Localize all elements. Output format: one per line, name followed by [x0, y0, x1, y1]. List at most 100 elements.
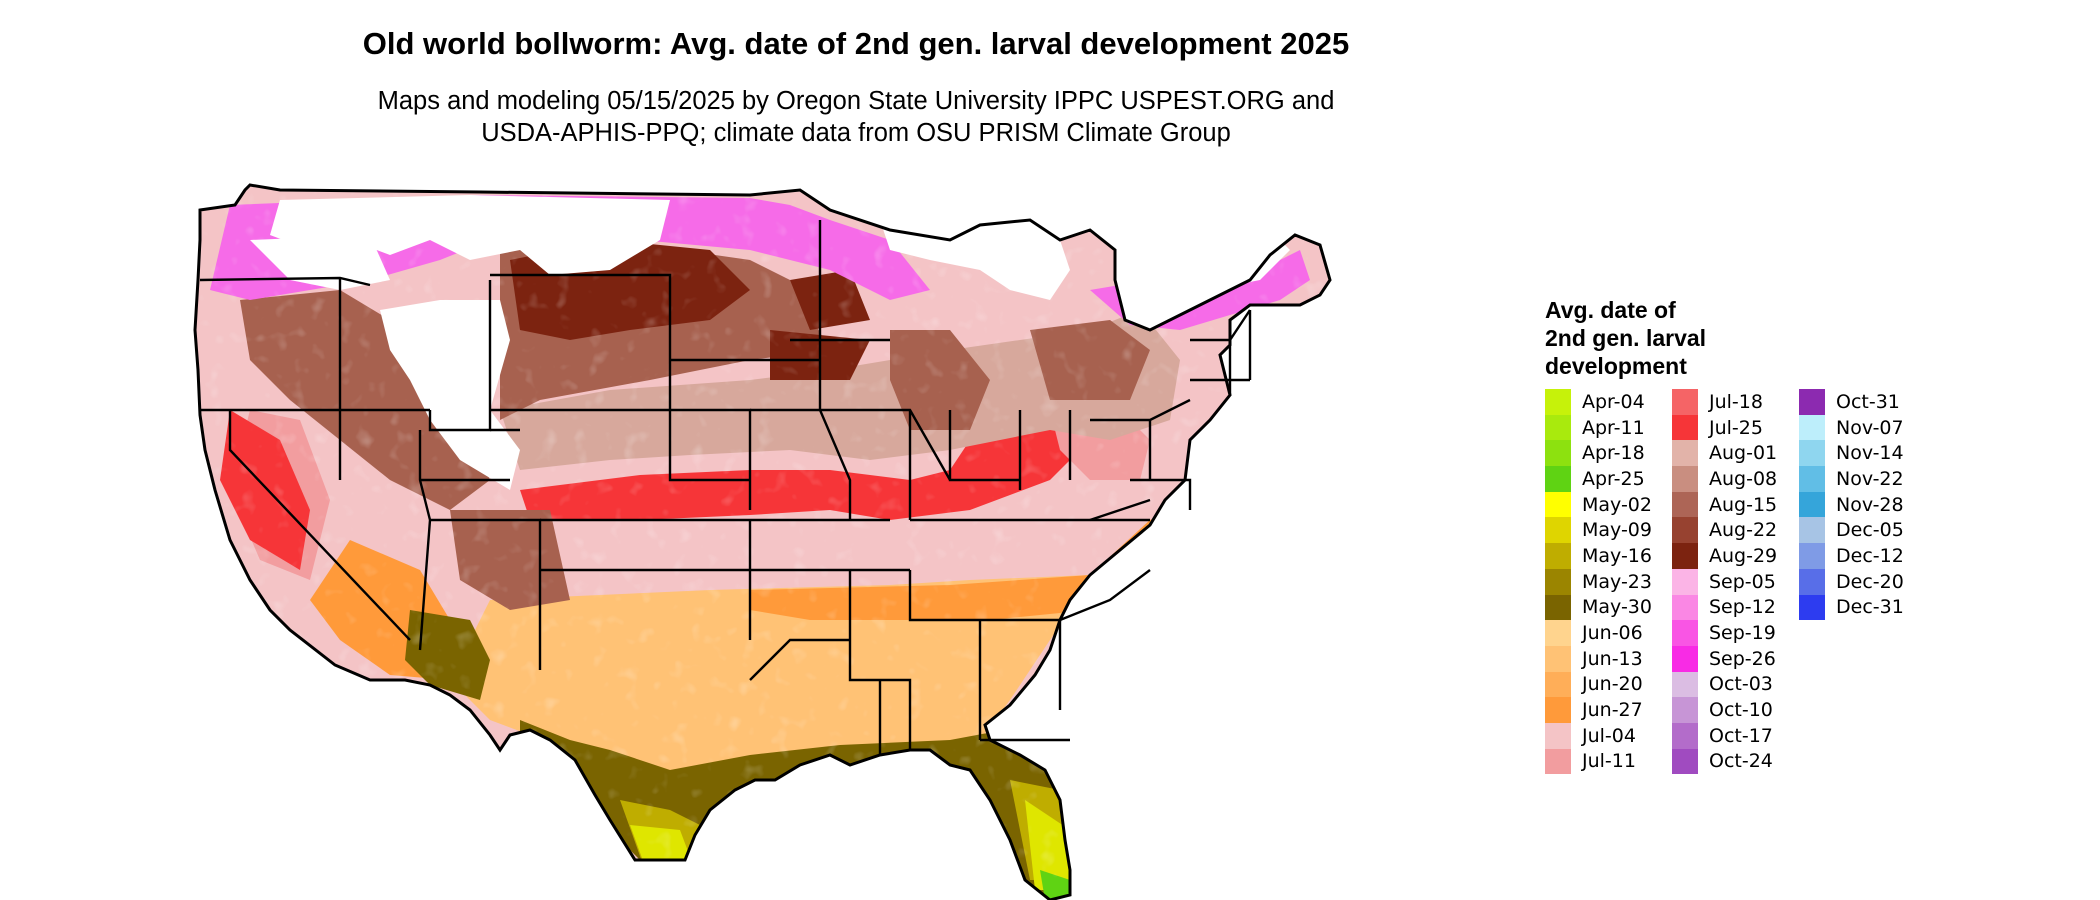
- legend-label: Aug-08: [1709, 467, 1778, 490]
- legend-swatch: [1545, 466, 1571, 492]
- legend-swatch: [1799, 517, 1825, 544]
- legend-label: Jun-13: [1582, 647, 1643, 670]
- legend-swatch: [1672, 389, 1698, 415]
- legend-column-1: Apr-04 Apr-11 Apr-18 Apr-25 May-02 May-09 May-…: [1545, 389, 1652, 775]
- legend-item: Oct-31: [1799, 389, 1904, 415]
- legend-label: Jul-18: [1709, 390, 1763, 413]
- legend-swatch: [1672, 491, 1698, 518]
- legend-item: Aug-22: [1672, 517, 1777, 544]
- legend-label: Jul-04: [1582, 724, 1636, 747]
- legend-item: Dec-20: [1799, 568, 1904, 595]
- legend-item: Oct-24: [1672, 748, 1777, 775]
- legend-item: Sep-19: [1672, 620, 1777, 646]
- legend-item: Nov-28: [1799, 491, 1904, 518]
- zone-green: [660, 865, 1070, 900]
- legend-item: Oct-10: [1672, 697, 1777, 723]
- legend-label: Dec-12: [1836, 544, 1904, 567]
- legend-swatch: [1672, 697, 1698, 723]
- legend-label: Aug-29: [1709, 544, 1778, 567]
- legend-swatch: [1545, 568, 1571, 595]
- legend-swatch: [1799, 389, 1825, 415]
- legend-label: May-23: [1582, 570, 1652, 593]
- legend-item: Nov-07: [1799, 414, 1904, 441]
- map-fill: [195, 185, 1330, 900]
- legend-item: Jul-11: [1545, 748, 1652, 775]
- legend-label: Dec-31: [1836, 596, 1904, 619]
- legend-swatch: [1799, 594, 1825, 621]
- legend-label: Dec-05: [1836, 519, 1904, 542]
- legend-item: Dec-31: [1799, 594, 1904, 621]
- legend-swatch: [1799, 491, 1825, 518]
- legend-column-3: Oct-31 Nov-07 Nov-14 Nov-22 Nov-28 Dec-05 Dec-…: [1799, 389, 1904, 621]
- legend-label: Oct-31: [1836, 390, 1900, 413]
- legend-item: Sep-12: [1672, 594, 1777, 621]
- state-borders: [199, 220, 1252, 755]
- legend-item: Aug-08: [1672, 466, 1777, 492]
- legend-swatch: [1545, 671, 1571, 698]
- legend-item: Sep-05: [1672, 568, 1777, 595]
- legend-title: Avg. date of 2nd gen. larval development: [1545, 297, 1707, 379]
- legend-label: May-09: [1582, 519, 1652, 542]
- legend-label: Sep-12: [1709, 596, 1776, 619]
- state-lines-midwest: [750, 220, 1150, 522]
- legend-label: Jul-11: [1582, 750, 1636, 773]
- legend-item: Jul-18: [1672, 389, 1777, 415]
- legend-label: Nov-07: [1836, 416, 1904, 439]
- legend-label: Nov-14: [1836, 442, 1904, 465]
- legend-item: Nov-14: [1799, 440, 1904, 467]
- texture-overlay: [195, 185, 1330, 900]
- legend-item: Aug-01: [1672, 440, 1778, 467]
- legend-swatch: [1672, 722, 1698, 749]
- legend-item: May-23: [1545, 568, 1652, 595]
- legend-item: Nov-22: [1799, 466, 1904, 492]
- legend-label: Dec-20: [1836, 570, 1904, 593]
- legend-swatch: [1672, 466, 1698, 492]
- legend-swatch: [1545, 594, 1571, 621]
- legend-swatch: [1672, 594, 1698, 621]
- legend-swatch: [1672, 645, 1698, 672]
- legend-label: Oct-03: [1709, 673, 1773, 696]
- legend-item: May-09: [1545, 517, 1652, 544]
- legend-label: Aug-15: [1709, 493, 1778, 516]
- legend-label: Oct-17: [1709, 724, 1773, 747]
- legend-label: Apr-04: [1582, 390, 1645, 413]
- legend-item: Sep-26: [1672, 645, 1777, 672]
- map-subtitle: Maps and modeling 05/15/2025 by Oregon S…: [280, 85, 1432, 149]
- legend-item: Oct-03: [1672, 671, 1777, 698]
- legend-item: Apr-25: [1545, 466, 1652, 492]
- legend-label: Jun-20: [1582, 673, 1643, 696]
- legend-swatch: [1545, 722, 1571, 749]
- legend-swatch: [1545, 414, 1571, 441]
- legend-label: Jun-06: [1582, 622, 1643, 645]
- legend-item: Dec-12: [1799, 543, 1904, 569]
- legend-label: Jul-25: [1709, 416, 1763, 439]
- legend-item: May-30: [1545, 594, 1652, 621]
- legend-label: May-30: [1582, 596, 1652, 619]
- legend-label: Nov-22: [1836, 467, 1904, 490]
- legend-label: Nov-28: [1836, 493, 1904, 516]
- legend-item: Jun-06: [1545, 620, 1652, 646]
- legend-swatch: [1545, 645, 1571, 672]
- legend-swatch: [1799, 440, 1825, 467]
- legend-swatch: [1545, 543, 1571, 569]
- legend-label: Sep-26: [1709, 647, 1776, 670]
- legend-item: Jul-25: [1672, 414, 1777, 441]
- legend-item: Aug-15: [1672, 491, 1778, 518]
- legend-item: Oct-17: [1672, 722, 1777, 749]
- legend-item: May-02: [1545, 491, 1652, 518]
- legend-swatch: [1545, 697, 1571, 723]
- legend-label: Apr-25: [1582, 467, 1645, 490]
- state-lines-plains: [490, 273, 910, 640]
- legend-item: Apr-11: [1545, 414, 1652, 441]
- legend-label: May-02: [1582, 493, 1652, 516]
- legend-item: Jun-13: [1545, 645, 1652, 672]
- legend-label: Oct-24: [1709, 750, 1773, 773]
- legend-label: Aug-01: [1709, 442, 1778, 465]
- legend-label: Apr-11: [1582, 416, 1645, 439]
- legend-swatch: [1545, 491, 1571, 518]
- legend-swatch: [1799, 543, 1825, 569]
- us-heat-map: [193, 183, 1332, 900]
- legend-item: Jul-04: [1545, 722, 1652, 749]
- legend-item: May-16: [1545, 543, 1652, 569]
- country-outline: [193, 183, 1332, 900]
